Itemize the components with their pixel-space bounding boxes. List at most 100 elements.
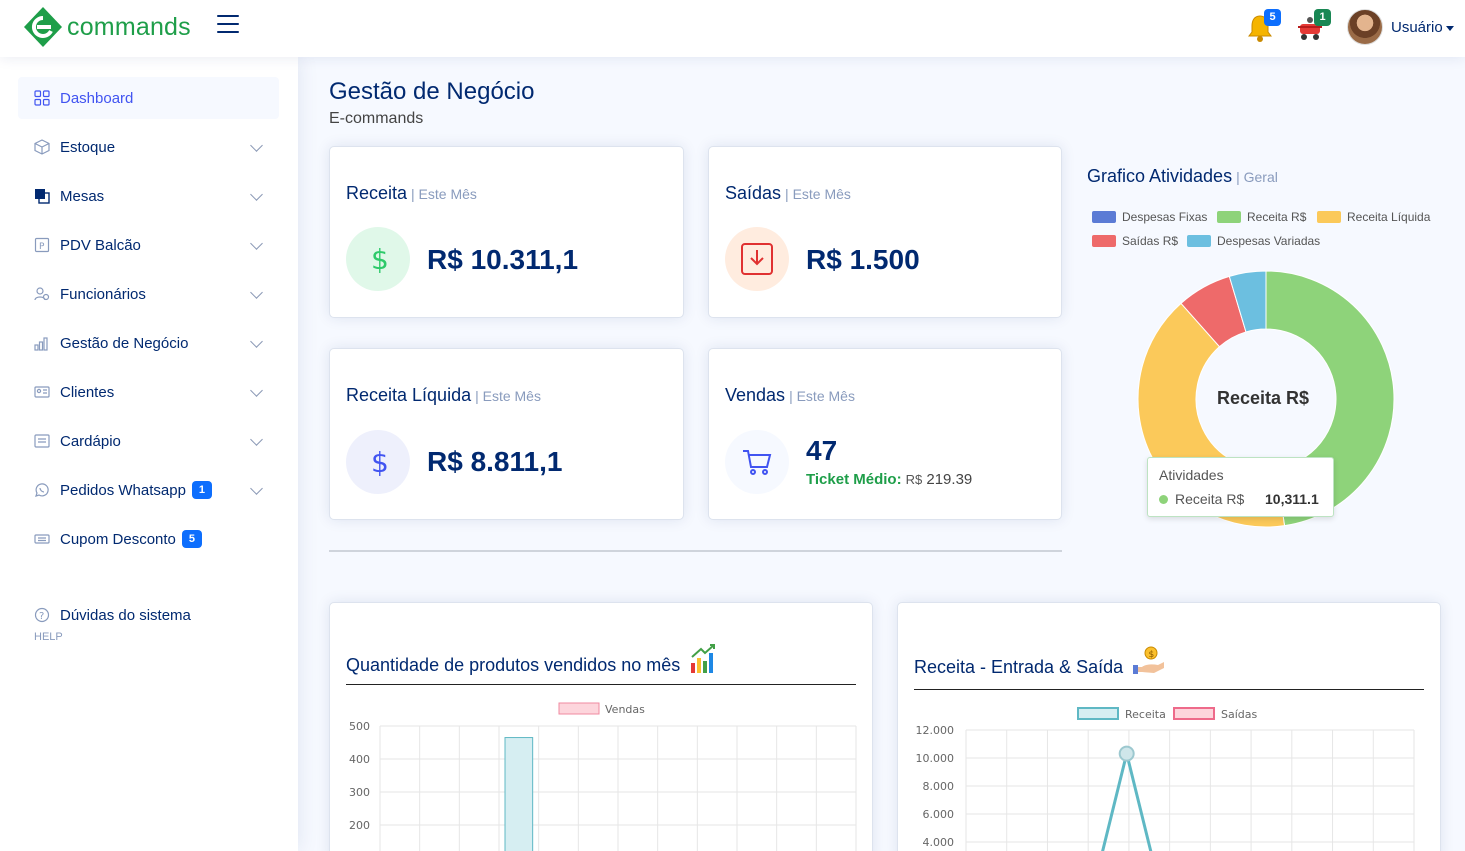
legend-swatch-vendas[interactable]	[558, 702, 600, 715]
sidebar-item-cardapio[interactable]: Cardápio	[18, 420, 279, 462]
saidas-card: Saídas | Este Mês R$ 1.500	[708, 146, 1062, 318]
delivery-icon	[1298, 17, 1322, 40]
sidebar-item-dashboard[interactable]: Dashboard	[18, 77, 279, 119]
tooltip-label: Receita R$	[1175, 491, 1245, 507]
bar-3[interactable]	[504, 737, 534, 851]
card-title-text: Vendas	[725, 385, 786, 405]
y-tick-label: 500	[349, 720, 370, 733]
logo[interactable]: commands	[23, 6, 191, 48]
chart-title-text: Receita - Entrada & Saída	[914, 657, 1124, 677]
ticket-currency: R$	[905, 472, 923, 487]
card-title: Receita Líquida | Este Mês	[346, 385, 541, 406]
legend-swatch-1[interactable]	[1173, 707, 1215, 720]
sidebar-item-pedidos-whatsapp[interactable]: Pedidos Whatsapp 1	[18, 469, 279, 511]
sidebar-item-label: Dúvidas do sistema	[60, 606, 191, 624]
user-menu[interactable]: Usuário	[1391, 19, 1454, 36]
sidebar-item-pdv-balcao[interactable]: P PDV Balcão	[18, 224, 279, 266]
legend-swatch	[1217, 211, 1241, 223]
line-chart: Receita Saídas 12.000 10.000 8.000 6.000 4.000	[916, 707, 1415, 851]
sidebar-item-mesas[interactable]: Mesas	[18, 175, 279, 217]
chart-title: Quantidade de produtos vendidos no mês	[346, 643, 719, 676]
legend-label: Despesas Variadas	[1217, 234, 1321, 248]
legend-label: Receita	[1125, 708, 1166, 721]
data-point-receita-peak[interactable]	[1118, 745, 1135, 762]
sidebar-item-cupom-desconto[interactable]: Cupom Desconto 5	[18, 518, 279, 560]
page-title: Gestão de Negócio	[329, 78, 535, 105]
chevron-down-icon	[250, 482, 263, 495]
y-tick-label: 8.000	[923, 780, 955, 793]
card-period: | Este Mês	[475, 388, 541, 404]
donut-title: Grafico Atividades | Geral	[1087, 166, 1278, 187]
chevron-down-icon	[250, 335, 263, 348]
receita-liquida-card: Receita Líquida | Este Mês $ R$ 8.811,1	[329, 348, 684, 520]
svg-text:$: $	[371, 447, 389, 477]
sidebar-item-label: Funcionários	[60, 285, 146, 303]
tooltip-dot	[1159, 495, 1168, 504]
tooltip-value: 10,311.1	[1265, 491, 1319, 507]
title-rule	[346, 684, 856, 685]
legend-label: Saídas R$	[1122, 234, 1179, 248]
menu-card-icon	[34, 434, 50, 448]
sidebar-item-label: Cardápio	[60, 432, 121, 450]
legend-label: Despesas Fixas	[1122, 210, 1208, 224]
card-period: | Este Mês	[785, 186, 851, 202]
card-title-text: Receita	[346, 183, 408, 203]
orders-badge: 1	[1314, 9, 1331, 26]
vendas-card: Vendas | Este Mês 47 Ticket Médio: R$ 219.…	[708, 348, 1062, 520]
produtos-vendidos-card: Quantidade de produtos vendidos no mês V…	[329, 602, 873, 851]
card-value: R$ 8.811,1	[427, 446, 563, 477]
y-tick-label: 200	[349, 819, 370, 832]
donut-center-label: Receita R$	[1216, 388, 1310, 408]
y-tick-label: 10.000	[916, 752, 955, 765]
receita-card: Receita | Este Mês $ R$ 10.311,1	[329, 146, 684, 318]
tooltip-title: Atividades	[1159, 467, 1224, 483]
sidebar-item-funcionarios[interactable]: Funcionários	[18, 273, 279, 315]
avatar[interactable]	[1347, 9, 1383, 45]
dollar-icon: $	[346, 430, 410, 494]
card-period: | Este Mês	[411, 186, 477, 202]
chevron-down-icon	[250, 433, 263, 446]
svg-text:$: $	[1149, 650, 1155, 660]
svg-text:P: P	[39, 242, 45, 252]
sidebar-item-gestao-negocio[interactable]: Gestão de Negócio	[18, 322, 279, 364]
legend-item-despesas-fixas[interactable]: Despesas Fixas	[1092, 210, 1207, 224]
growth-chart-icon	[691, 644, 716, 673]
chart-title: Receita - Entrada & Saída $	[914, 643, 1166, 678]
card-period: | Este Mês	[789, 388, 855, 404]
dollar-icon: $	[346, 227, 410, 291]
user-name: Usuário	[1391, 19, 1443, 36]
sidebar-item-estoque[interactable]: Estoque	[18, 126, 279, 168]
chart-title-text: Quantidade de produtos vendidos no mês	[346, 655, 681, 675]
sidebar-item-label: Gestão de Negócio	[60, 334, 189, 352]
chevron-down-icon	[250, 384, 263, 397]
notifications-button[interactable]: 5	[1245, 9, 1281, 43]
legend-item-saidas[interactable]: Saídas R$	[1092, 234, 1178, 248]
card-value: 47	[806, 435, 838, 466]
legend-swatch-0[interactable]	[1077, 707, 1119, 720]
series-line-receita	[1101, 753, 1153, 851]
sidebar-item-clientes[interactable]: Clientes	[18, 371, 279, 413]
whatsapp-icon	[35, 483, 49, 497]
legend-item-despesas-variadas[interactable]: Despesas Variadas	[1187, 234, 1320, 248]
grid-icon	[34, 90, 50, 106]
pdv-icon: P	[34, 237, 50, 253]
sidebar-item-label: Mesas	[60, 187, 105, 205]
legend-item-receita-liquida[interactable]: Receita Líquida	[1317, 210, 1430, 224]
sidebar-item-label: PDV Balcão	[60, 236, 141, 254]
y-tick-label: 300	[349, 786, 370, 799]
orders-button[interactable]: 1	[1295, 9, 1331, 43]
help-heading: HELP	[34, 631, 63, 643]
donut-slice-4[interactable]	[1228, 270, 1267, 333]
logo-text: commands	[67, 12, 191, 41]
sidebar-item-duvidas[interactable]: ? Dúvidas do sistema	[18, 594, 279, 636]
logo-icon	[24, 7, 62, 47]
donut-title-text: Grafico Atividades	[1087, 166, 1233, 186]
legend-item-receita[interactable]: Receita R$	[1217, 210, 1306, 224]
legend-label: Saídas	[1221, 708, 1258, 721]
svg-text:?: ?	[39, 611, 44, 622]
legend-swatch	[1187, 235, 1211, 247]
cart-icon	[725, 430, 789, 494]
menu-toggle-icon[interactable]	[217, 15, 239, 37]
sidebar-item-label: Clientes	[60, 383, 115, 401]
caret-down-icon	[1445, 25, 1454, 31]
